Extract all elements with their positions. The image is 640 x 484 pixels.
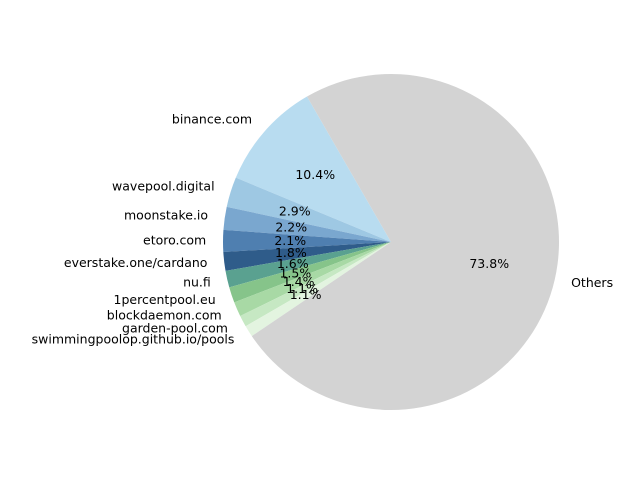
slices-layer	[223, 73, 560, 410]
slice-pct-label-everstake-one-cardano: 1.8%	[275, 245, 307, 260]
slice-label-1percentpool-eu: 1percentpool.eu	[114, 292, 216, 307]
slice-pct-label-nu-fi: 1.6%	[277, 256, 309, 271]
slice-label-everstake-one-cardano: everstake.one/cardano	[64, 255, 208, 270]
pie-slice-wavepool-digital	[226, 177, 391, 242]
slice-pct-label-etoro-com: 2.1%	[274, 233, 306, 248]
slice-pct-label-blockdaemon-com: 1.4%	[283, 274, 315, 289]
pie-slice-everstake-one-cardano	[223, 242, 391, 271]
slice-pct-label-garden-pool-com: 1.1%	[286, 281, 318, 296]
slice-pct-label-binance-com: 10.4%	[295, 167, 335, 182]
slice-pct-label-swimmingpoolop-github-io-pools: 1.1%	[290, 287, 322, 302]
slice-pct-label-moonstake-io: 2.2%	[275, 219, 307, 234]
slice-pct-label-others: 73.8%	[469, 256, 509, 271]
pie-slice-others	[251, 73, 560, 410]
slice-pct-label-1percentpool-eu: 1.5%	[279, 265, 311, 280]
pie-slice-nu-fi	[225, 242, 391, 288]
slice-label-wavepool-digital: wavepool.digital	[112, 179, 215, 194]
pie-slice-binance-com	[235, 96, 391, 243]
pie-slice-garden-pool-com	[240, 242, 391, 327]
slice-pct-label-wavepool-digital: 2.9%	[279, 204, 311, 219]
slice-label-binance-com: binance.com	[172, 112, 252, 127]
slice-label-etoro-com: etoro.com	[143, 232, 206, 247]
slice-label-swimmingpoolop-github-io-pools: swimmingpoolop.github.io/pools	[32, 332, 235, 347]
slice-label-garden-pool-com: garden-pool.com	[122, 321, 228, 336]
slice-label-others: Others	[571, 275, 613, 290]
pie-slice-swimmingpoolop-github-io-pools	[245, 242, 391, 337]
slice-label-moonstake-io: moonstake.io	[124, 207, 208, 222]
pie-slice-etoro-com	[223, 229, 391, 253]
slice-label-blockdaemon-com: blockdaemon.com	[107, 307, 222, 322]
pie-slice-moonstake-io	[223, 206, 391, 242]
pie-slice-1percentpool-eu	[229, 242, 391, 303]
pie-slice-blockdaemon-com	[234, 242, 391, 316]
labels-layer: binance.com 10.4% wavepool.digital 2.9% moon…	[32, 112, 613, 347]
slice-label-nu-fi: nu.fi	[183, 274, 211, 289]
